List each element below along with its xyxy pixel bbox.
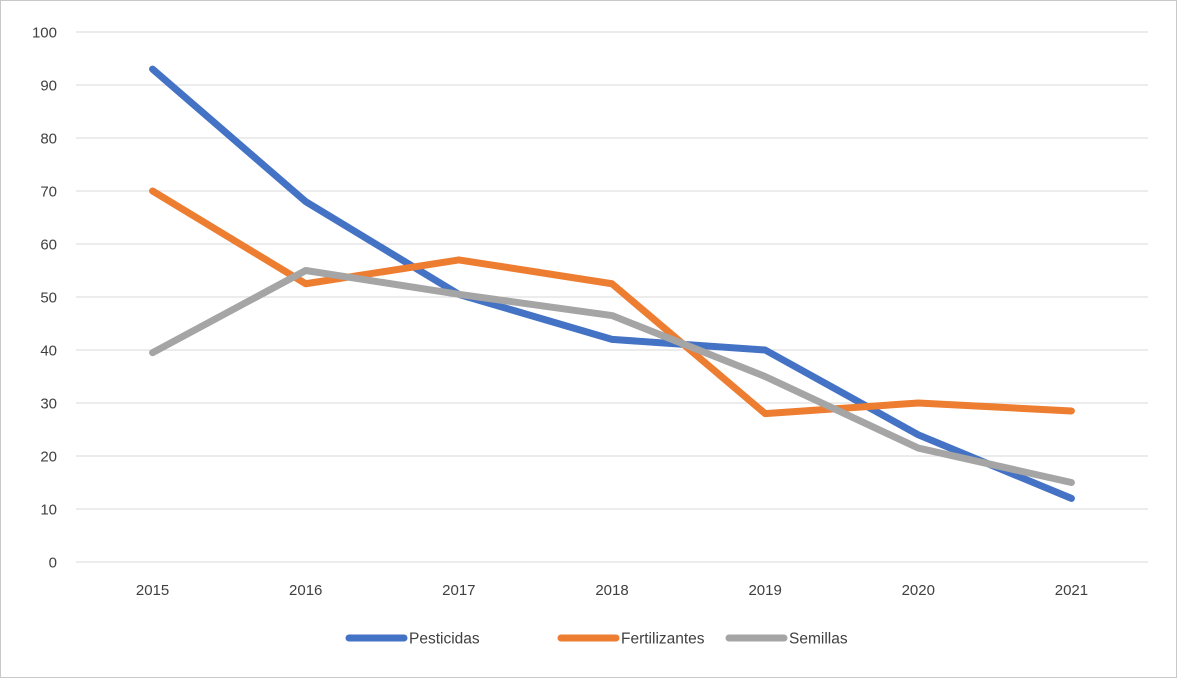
y-tick-label: 0 bbox=[49, 554, 57, 571]
x-tick-label: 2020 bbox=[902, 582, 935, 599]
x-tick-label: 2017 bbox=[442, 582, 475, 599]
y-tick-label: 40 bbox=[40, 342, 57, 359]
x-tick-label: 2015 bbox=[136, 582, 169, 599]
y-tick-label: 100 bbox=[32, 24, 57, 41]
legend: Pesticidas Fertilizantes Semillas bbox=[345, 631, 848, 648]
y-tick-label: 90 bbox=[40, 77, 57, 94]
series-line-semillas bbox=[149, 267, 1075, 486]
legend-label-fertilizantes: Fertilizantes bbox=[621, 631, 705, 648]
legend-label-semillas: Semillas bbox=[789, 631, 848, 648]
y-axis-tick-labels: 0 10 20 30 40 50 60 70 80 90 100 bbox=[32, 24, 57, 571]
legend-item-pesticidas: Pesticidas bbox=[345, 631, 480, 648]
series-line-fertilizantes bbox=[149, 187, 1075, 418]
y-tick-label: 50 bbox=[40, 289, 57, 306]
legend-label-pesticidas: Pesticidas bbox=[409, 631, 480, 648]
y-tick-label: 20 bbox=[40, 448, 57, 465]
legend-item-semillas: Semillas bbox=[725, 631, 848, 648]
y-tick-label: 70 bbox=[40, 183, 57, 200]
series-lines bbox=[149, 65, 1075, 502]
x-tick-label: 2021 bbox=[1055, 582, 1088, 599]
legend-item-fertilizantes: Fertilizantes bbox=[557, 631, 705, 648]
x-axis-tick-labels: 2015 2016 2017 2018 2019 2020 2021 bbox=[136, 582, 1088, 599]
y-tick-label: 60 bbox=[40, 236, 57, 253]
y-tick-label: 10 bbox=[40, 501, 57, 518]
x-tick-label: 2018 bbox=[595, 582, 628, 599]
x-tick-label: 2019 bbox=[748, 582, 781, 599]
series-line-pesticidas bbox=[149, 65, 1075, 502]
x-tick-label: 2016 bbox=[289, 582, 322, 599]
y-tick-label: 30 bbox=[40, 395, 57, 412]
y-tick-label: 80 bbox=[40, 130, 57, 147]
gridlines bbox=[76, 31, 1148, 563]
